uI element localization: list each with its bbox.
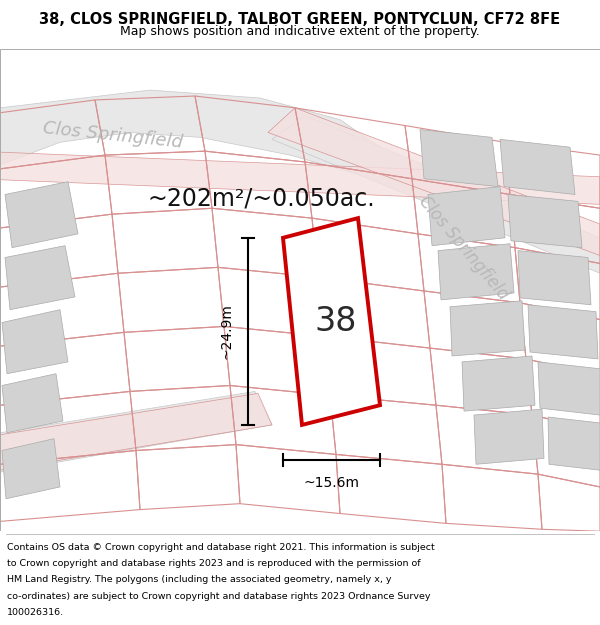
Polygon shape xyxy=(548,417,600,470)
Polygon shape xyxy=(2,374,63,432)
Polygon shape xyxy=(428,187,505,246)
Text: Clos Springfield: Clos Springfield xyxy=(415,192,512,303)
Polygon shape xyxy=(0,393,272,470)
Text: ~24.9m: ~24.9m xyxy=(220,303,234,359)
Polygon shape xyxy=(438,244,514,300)
Text: 38: 38 xyxy=(314,305,357,338)
Polygon shape xyxy=(272,116,600,273)
Polygon shape xyxy=(420,129,498,187)
Polygon shape xyxy=(518,251,591,305)
Text: 100026316.: 100026316. xyxy=(7,608,64,617)
Text: co-ordinates) are subject to Crown copyright and database rights 2023 Ordnance S: co-ordinates) are subject to Crown copyr… xyxy=(7,592,431,601)
Polygon shape xyxy=(0,90,380,175)
Polygon shape xyxy=(283,218,380,425)
Text: HM Land Registry. The polygons (including the associated geometry, namely x, y: HM Land Registry. The polygons (includin… xyxy=(7,575,392,584)
Polygon shape xyxy=(5,246,75,310)
Polygon shape xyxy=(462,356,535,411)
Polygon shape xyxy=(268,108,600,256)
Polygon shape xyxy=(538,362,600,415)
Text: ~15.6m: ~15.6m xyxy=(304,476,359,490)
Polygon shape xyxy=(0,391,272,472)
Polygon shape xyxy=(450,301,525,356)
Polygon shape xyxy=(5,182,78,248)
Text: to Crown copyright and database rights 2023 and is reproduced with the permissio: to Crown copyright and database rights 2… xyxy=(7,559,421,568)
Polygon shape xyxy=(528,305,598,359)
Polygon shape xyxy=(500,139,575,194)
Polygon shape xyxy=(474,409,544,464)
Text: Map shows position and indicative extent of the property.: Map shows position and indicative extent… xyxy=(120,25,480,38)
Text: Contains OS data © Crown copyright and database right 2021. This information is : Contains OS data © Crown copyright and d… xyxy=(7,542,435,551)
Text: 38, CLOS SPRINGFIELD, TALBOT GREEN, PONTYCLUN, CF72 8FE: 38, CLOS SPRINGFIELD, TALBOT GREEN, PONT… xyxy=(40,12,560,27)
Text: ~202m²/~0.050ac.: ~202m²/~0.050ac. xyxy=(148,186,376,211)
Polygon shape xyxy=(2,310,68,374)
Polygon shape xyxy=(508,194,582,248)
Polygon shape xyxy=(2,439,60,499)
Polygon shape xyxy=(0,152,600,204)
Text: Clos Springfield: Clos Springfield xyxy=(42,119,184,152)
